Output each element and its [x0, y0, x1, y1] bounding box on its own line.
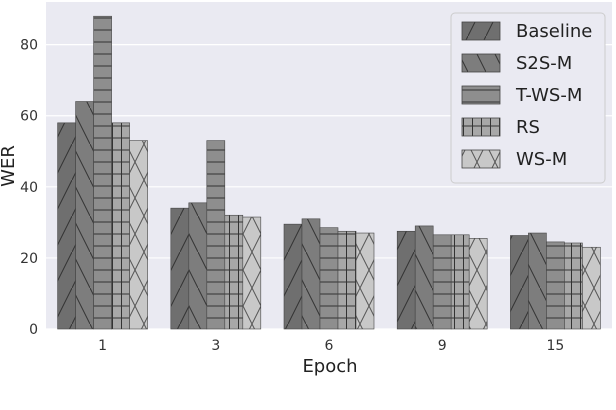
bar-rs-epoch-3 — [224, 214, 244, 330]
bar-s2s-m-epoch-6 — [301, 218, 321, 330]
bar-hatch — [546, 241, 565, 330]
bar-hatch — [206, 140, 226, 330]
bar-ws-m-epoch-6 — [355, 232, 375, 330]
bar-hatch — [93, 15, 112, 330]
x-tick-label: 9 — [438, 338, 447, 354]
bar-ws-m-epoch-9 — [468, 238, 488, 330]
bar-hatch — [432, 234, 452, 330]
bar-t-ws-m-epoch-6 — [319, 227, 339, 330]
y-tick-label: 0 — [29, 322, 38, 338]
x-axis-label: Epoch — [302, 356, 357, 377]
bar-hatch — [564, 242, 583, 330]
bar-hatch — [396, 230, 416, 330]
bar-hatch — [528, 232, 547, 330]
legend-swatch-hatch — [461, 21, 501, 41]
bar-hatch — [57, 122, 76, 330]
y-tick-label: 80 — [20, 38, 38, 54]
bar-baseline-epoch-9 — [396, 230, 416, 330]
legend-item-ws-m: WS-M — [461, 149, 567, 170]
bar-hatch — [242, 216, 262, 330]
bar-t-ws-m-epoch-9 — [432, 234, 452, 330]
bar-ws-m-epoch-1 — [129, 140, 148, 330]
x-tick-label: 6 — [325, 338, 334, 354]
bar-hatch — [75, 101, 94, 330]
bar-hatch — [170, 207, 190, 330]
bar-s2s-m-epoch-9 — [414, 225, 434, 330]
legend-swatch-hatch — [461, 53, 501, 73]
legend-item-t-ws-m: T-WS-M — [461, 85, 582, 106]
bar-baseline-epoch-6 — [283, 223, 303, 330]
bar-ws-m-epoch-15 — [582, 246, 601, 330]
bar-hatch — [355, 232, 375, 330]
legend-swatch-hatch — [461, 85, 501, 105]
legend-item-s2s-m: S2S-M — [461, 53, 572, 74]
bar-hatch — [468, 238, 488, 330]
bar-hatch — [450, 234, 470, 330]
bar-rs-epoch-9 — [450, 234, 470, 330]
legend: Baseline S2S-M T-WS-M RS WS-M — [450, 12, 606, 184]
bar-hatch — [129, 140, 148, 330]
bar-s2s-m-epoch-15 — [528, 232, 547, 330]
bar-hatch — [224, 214, 244, 330]
y-tick-labels: 0 20 40 60 80 — [20, 38, 38, 338]
legend-label: Baseline — [516, 21, 592, 42]
bar-t-ws-m-epoch-3 — [206, 140, 226, 330]
bar-hatch — [414, 225, 434, 330]
bar-s2s-m-epoch-3 — [188, 202, 208, 330]
bar-baseline-epoch-3 — [170, 207, 190, 330]
bar-baseline-epoch-1 — [57, 122, 76, 330]
bar-t-ws-m-epoch-1 — [93, 15, 112, 330]
bars — [57, 15, 601, 330]
bar-hatch — [111, 122, 130, 330]
x-tick-labels: 1 3 6 9 15 — [98, 338, 564, 354]
legend-swatch-hatch — [461, 149, 501, 169]
bar-hatch — [582, 246, 601, 330]
y-tick-label: 60 — [20, 109, 38, 125]
legend-item-rs: RS — [461, 117, 540, 138]
y-tick-label: 20 — [20, 251, 38, 267]
bar-hatch — [283, 223, 303, 330]
bar-t-ws-m-epoch-15 — [546, 241, 565, 330]
y-axis-label: WER — [0, 145, 19, 187]
x-tick-label: 15 — [546, 338, 564, 354]
legend-label: S2S-M — [516, 53, 572, 74]
bar-hatch — [337, 230, 357, 330]
bar-hatch — [188, 202, 208, 330]
bar-hatch — [319, 227, 339, 330]
bar-ws-m-epoch-3 — [242, 216, 262, 330]
bar-rs-epoch-6 — [337, 230, 357, 330]
legend-label: RS — [516, 117, 540, 138]
legend-label: T-WS-M — [515, 85, 582, 106]
x-tick-label: 3 — [211, 338, 220, 354]
x-tick-label: 1 — [98, 338, 107, 354]
legend-label: WS-M — [516, 149, 567, 170]
y-tick-label: 40 — [20, 180, 38, 196]
bar-rs-epoch-15 — [564, 242, 583, 330]
bar-baseline-epoch-15 — [510, 235, 529, 330]
legend-swatch-hatch — [461, 117, 501, 137]
legend-item-baseline: Baseline — [461, 21, 592, 42]
bar-rs-epoch-1 — [111, 122, 130, 330]
bar-s2s-m-epoch-1 — [75, 101, 94, 330]
bar-hatch — [510, 235, 529, 330]
bar-hatch — [301, 218, 321, 330]
